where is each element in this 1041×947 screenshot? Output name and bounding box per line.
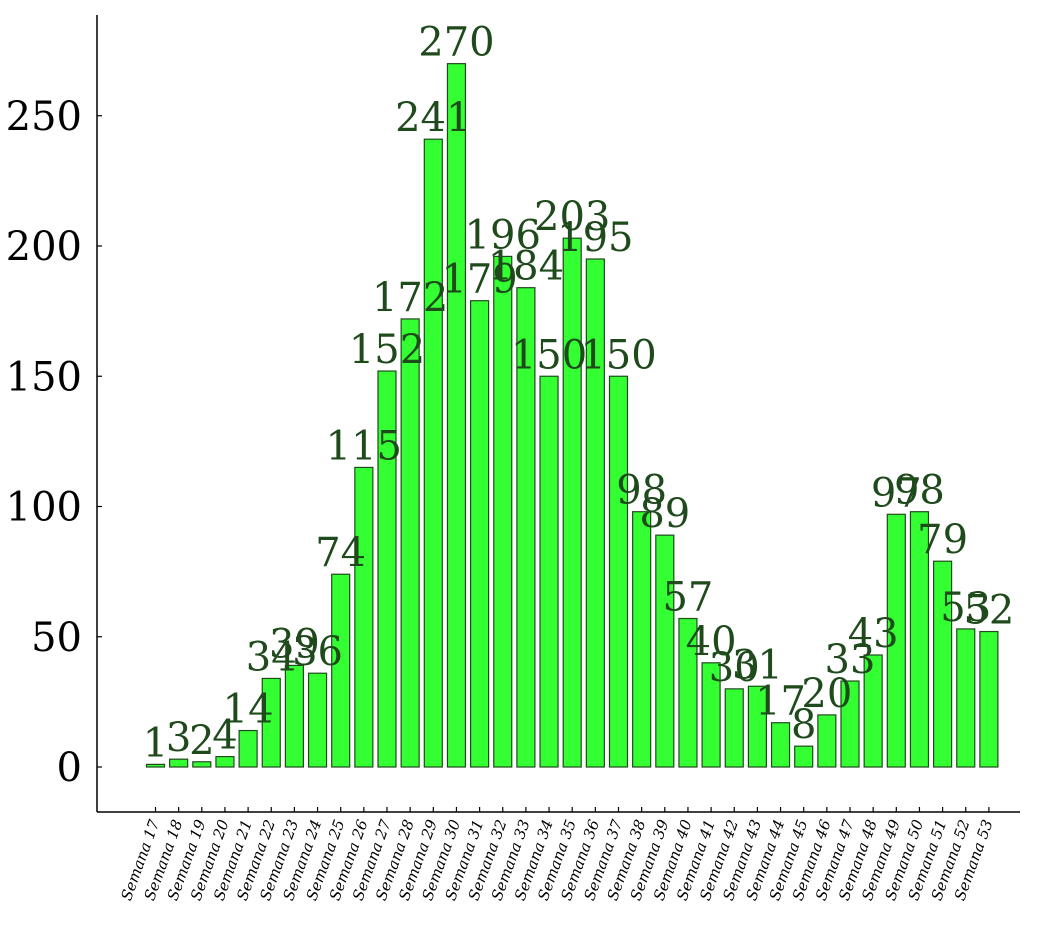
bar-24 — [307, 672, 328, 768]
y-ticks-group: 0 50 100 150 200 250 — [6, 94, 102, 791]
data-label-34: 150 — [511, 332, 587, 378]
data-label-36: 195 — [557, 215, 633, 261]
bar-46 — [817, 714, 837, 768]
bar-52 — [956, 628, 976, 768]
y-tick-label-150: 150 — [6, 354, 82, 400]
y-tick-label-100: 100 — [6, 485, 82, 531]
bar-39 — [655, 534, 675, 768]
bar-21 — [238, 729, 258, 768]
data-label-45: 8 — [791, 702, 816, 748]
bar-36 — [585, 258, 605, 768]
data-label-47: 33 — [825, 637, 876, 683]
bar-50 — [909, 511, 930, 768]
bar-30 — [446, 63, 467, 768]
data-label-49: 97 — [871, 470, 922, 516]
data-label-46: 20 — [801, 671, 852, 717]
bar-43 — [747, 685, 768, 768]
bar-49 — [886, 513, 906, 768]
data-label-28: 172 — [372, 275, 448, 321]
data-label-32: 196 — [465, 212, 541, 258]
data-label-51: 79 — [917, 517, 968, 563]
bar-38 — [632, 511, 652, 768]
bar-51 — [932, 560, 953, 768]
data-label-18: 3 — [166, 715, 191, 761]
data-label-44: 17 — [755, 679, 806, 725]
data-label-30: 270 — [418, 20, 494, 66]
data-label-26: 115 — [326, 423, 402, 469]
bar-19 — [192, 761, 212, 768]
y-tick-label-200: 200 — [6, 224, 82, 270]
data-label-52: 53 — [940, 585, 991, 631]
bar-31 — [470, 300, 490, 768]
bar-47 — [840, 680, 860, 768]
bar-41 — [701, 662, 721, 768]
data-label-29: 241 — [395, 95, 471, 141]
bar-48 — [863, 654, 883, 768]
data-label-39: 89 — [639, 491, 690, 537]
bar-35 — [562, 237, 582, 768]
bar-42 — [724, 688, 744, 768]
bar-34 — [539, 375, 559, 768]
bar-23 — [284, 664, 304, 768]
bar-44 — [770, 722, 791, 768]
data-label-37: 150 — [580, 332, 656, 378]
bar-53 — [979, 630, 999, 768]
data-label-27: 152 — [349, 327, 425, 373]
data-label-21: 14 — [223, 687, 274, 733]
bar-25 — [331, 573, 351, 768]
data-label-42: 30 — [709, 645, 760, 691]
data-label-53: 52 — [963, 588, 1014, 634]
bar-29 — [423, 138, 443, 768]
data-label-43: 31 — [732, 642, 783, 688]
data-label-41: 40 — [686, 619, 737, 665]
data-label-31: 179 — [441, 257, 517, 303]
bar-27 — [377, 370, 397, 768]
data-label-22: 34 — [246, 634, 297, 680]
bar-20 — [215, 755, 235, 768]
data-label-23: 39 — [269, 621, 320, 667]
data-label-19: 2 — [189, 718, 214, 764]
bar-22 — [261, 677, 281, 768]
bar-32 — [493, 255, 513, 768]
bar-33 — [516, 287, 536, 768]
bar-45 — [794, 745, 814, 768]
data-label-33: 184 — [488, 244, 564, 290]
data-label-48: 43 — [848, 611, 899, 657]
bar-18 — [169, 758, 189, 768]
bar-26 — [354, 466, 374, 768]
data-label-50: 98 — [894, 468, 945, 514]
y-tick-label-250: 250 — [6, 94, 82, 140]
data-label-25: 74 — [315, 530, 366, 576]
bar-28 — [400, 318, 420, 768]
data-label-38: 98 — [616, 468, 667, 514]
bar-40 — [678, 617, 698, 768]
bar-37 — [608, 375, 629, 768]
data-label-40: 57 — [662, 575, 713, 621]
data-label-35: 203 — [534, 194, 610, 240]
bars-group — [145, 63, 999, 768]
data-label-17: 1 — [143, 720, 168, 766]
data-label-24: 36 — [292, 629, 343, 675]
y-tick-label-50: 50 — [31, 615, 82, 661]
y-tick-label-0: 0 — [57, 745, 82, 791]
data-label-20: 4 — [212, 713, 237, 759]
bar-17 — [145, 763, 166, 768]
